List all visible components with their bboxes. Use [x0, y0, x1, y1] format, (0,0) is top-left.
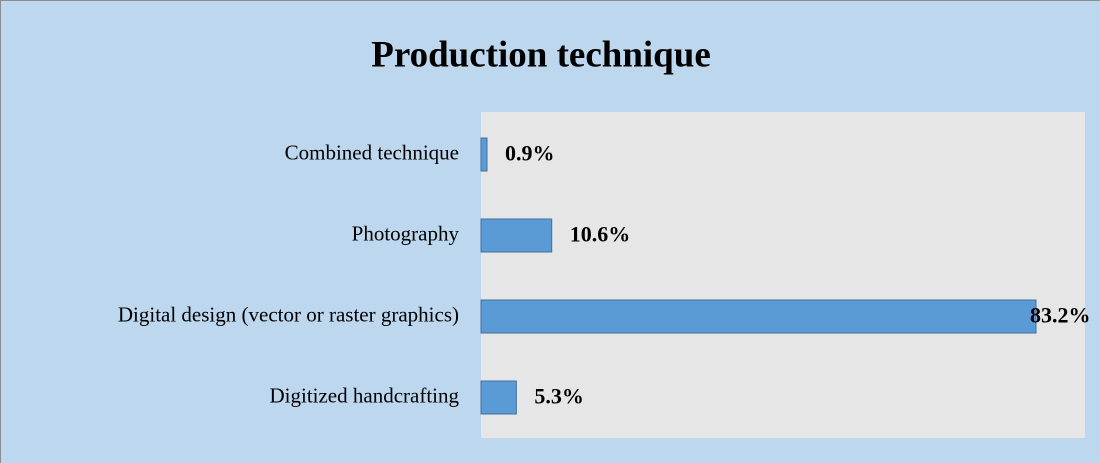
chart-title: Production technique	[371, 34, 711, 75]
value-label: 0.9%	[505, 141, 555, 166]
bar	[480, 380, 517, 415]
bar	[480, 137, 488, 172]
category-label: Digital design (vector or raster graphic…	[118, 302, 459, 326]
category-label: Digitized handcrafting	[269, 383, 459, 407]
value-label: 83.2%	[1030, 303, 1091, 328]
category-label: Combined technique	[285, 140, 459, 164]
category-label: Photography	[352, 221, 460, 245]
bar	[480, 299, 1037, 334]
plot-area	[481, 112, 1085, 438]
bar	[480, 218, 553, 253]
value-label: 10.6%	[570, 222, 631, 247]
value-label: 5.3%	[534, 384, 584, 409]
